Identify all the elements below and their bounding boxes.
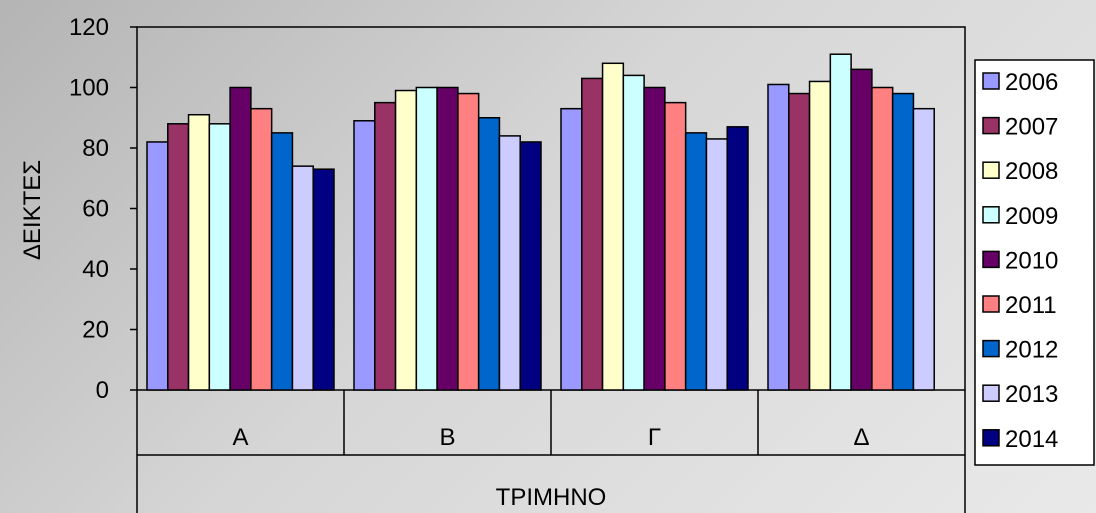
bar-2013-1: [291, 165, 314, 391]
bar-2009-4: [829, 53, 852, 391]
legend-swatch: [982, 384, 1000, 402]
y-axis-title: ΔΕΙΚΤΕΣ: [19, 160, 46, 260]
y-tick-label: 120: [69, 14, 109, 41]
legend-label: 2007: [1005, 114, 1058, 141]
y-tick-label: 20: [82, 317, 109, 344]
legend-swatch: [982, 72, 1000, 90]
bar-2012-2: [477, 117, 501, 391]
bar-2006-3: [560, 107, 583, 391]
legend-label: 2006: [1005, 69, 1058, 96]
legend-label: 2013: [1005, 381, 1058, 408]
bar-2012-4: [891, 92, 915, 391]
x-axis-title: ΤΡΙΜΗΝΟ: [496, 484, 607, 511]
bar-2009-3: [622, 74, 645, 391]
bar-2007-4: [788, 92, 811, 391]
y-axis-ticks: 0 20 40 60 80 100 120: [69, 14, 137, 404]
legend-label: 2009: [1005, 203, 1058, 230]
bar-2014-2: [519, 141, 542, 391]
bars-layer: [146, 53, 935, 391]
bar-2008-1: [187, 113, 211, 391]
legend-swatch: [982, 116, 1000, 135]
x-category-label: Γ: [648, 424, 661, 451]
bar-2011-1: [250, 107, 273, 391]
bar-2013-4: [912, 107, 935, 391]
bar-2011-3: [664, 101, 687, 391]
legend-swatch: [982, 339, 1000, 358]
bar-2014-3: [726, 126, 749, 391]
bar-2008-2: [394, 89, 418, 391]
legend-label: 2012: [1005, 337, 1058, 364]
x-category-label: Β: [439, 424, 455, 451]
legend-swatch: [982, 161, 1000, 179]
y-tick-label: 80: [82, 135, 109, 162]
bar-2010-4: [850, 68, 873, 391]
bar-2013-2: [498, 135, 521, 391]
y-tick-label: 40: [82, 256, 109, 283]
x-category-label: Α: [232, 424, 248, 451]
bar-2007-2: [374, 101, 397, 391]
y-tick-label: 60: [82, 196, 109, 223]
bar-2010-2: [436, 86, 459, 391]
x-axis-categories: Α Β Γ Δ: [136, 390, 966, 513]
bar-2006-2: [353, 120, 376, 391]
legend-label: 2011: [1005, 292, 1057, 319]
bar-2007-1: [167, 123, 190, 391]
x-category-label: Δ: [853, 424, 869, 451]
bar-2006-1: [146, 141, 169, 391]
legend-swatch: [982, 295, 1000, 313]
bar-2008-4: [808, 80, 832, 391]
bar-2009-2: [415, 86, 438, 391]
legend-swatch: [982, 429, 1000, 447]
bar-2012-3: [684, 132, 708, 391]
y-tick-label: 0: [96, 377, 109, 404]
legend-swatch: [982, 206, 1000, 224]
bar-2009-1: [208, 123, 231, 391]
bar-2007-3: [581, 77, 604, 391]
legend-swatch: [982, 250, 1000, 269]
bar-2008-3: [601, 62, 625, 391]
legend-label: 2010: [1005, 247, 1058, 274]
bar-2011-2: [457, 92, 480, 391]
legend-label: 2014: [1005, 426, 1058, 453]
bar-2006-4: [767, 83, 790, 391]
bar-2014-1: [312, 168, 335, 391]
bar-2010-1: [229, 86, 252, 391]
bar-2013-3: [705, 138, 728, 391]
legend: 2006 2007 2008 2009 2010 2011 2012 2013 2014: [974, 59, 1095, 466]
legend-label: 2008: [1005, 158, 1058, 185]
bar-2010-3: [643, 86, 666, 391]
bar-2011-4: [871, 86, 894, 391]
bar-2012-1: [270, 132, 294, 391]
y-tick-label: 100: [69, 75, 109, 102]
